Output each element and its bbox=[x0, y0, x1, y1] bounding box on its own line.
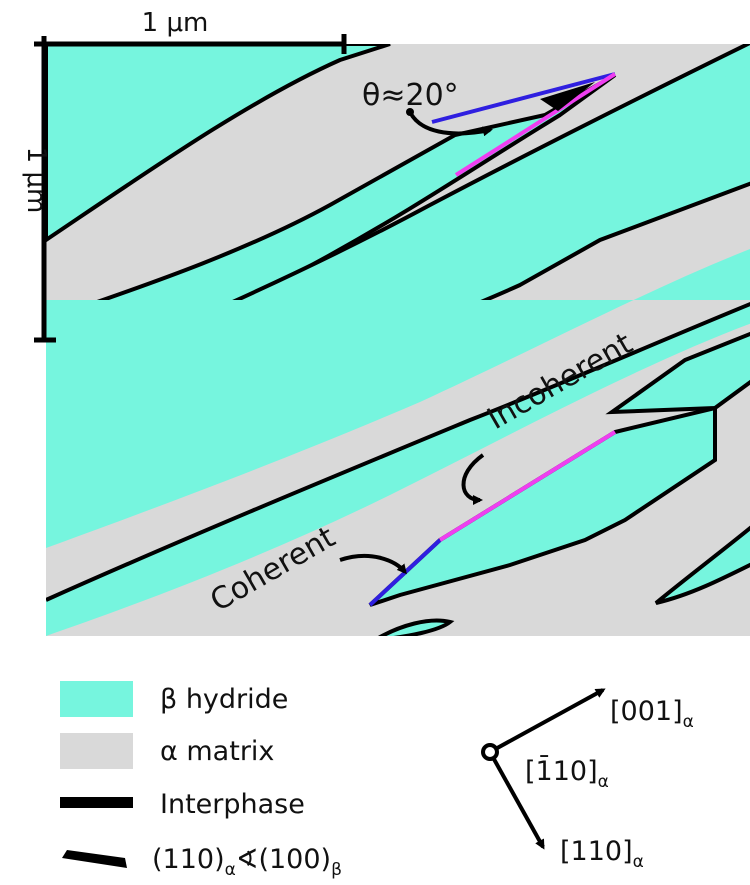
incoherent-arrow bbox=[461, 453, 485, 505]
axis-001-label: [001]α bbox=[610, 696, 694, 732]
micrograph-panel bbox=[46, 44, 750, 636]
axis-center-label: [1̄10]α bbox=[525, 755, 609, 792]
scale-bar-vertical-label: 1 μm bbox=[21, 147, 51, 214]
legend-label-interphase: Interphase bbox=[160, 789, 305, 820]
misorientation-angle-wedge bbox=[540, 82, 595, 111]
legend-label-beta-hydride: β hydride bbox=[160, 684, 288, 715]
legend-swatch-alpha-matrix bbox=[60, 733, 133, 769]
beta-hydride-region bbox=[46, 304, 750, 636]
legend-label-angle: (110)α∢(100)β bbox=[152, 844, 342, 880]
legend-angle-sub-beta: β bbox=[331, 860, 342, 880]
coherent-interface bbox=[431, 72, 616, 124]
crystal-orientation-triad: [001]α [1̄10]α [110]α bbox=[481, 688, 694, 872]
legend-swatch-interphase bbox=[60, 797, 133, 808]
beta-hydride-region bbox=[378, 618, 455, 636]
axis-110-arrow bbox=[488, 751, 545, 850]
scale-bar-horizontal-label: 1 μm bbox=[142, 8, 209, 38]
legend-angle-sub-alpha: α bbox=[225, 860, 236, 880]
angle-arrow bbox=[408, 110, 493, 137]
angle-label: θ≈20° bbox=[362, 78, 459, 113]
incoherent-interface bbox=[438, 430, 617, 542]
scale-bar: 1 μm 1 μm bbox=[21, 8, 347, 343]
beta-hydride-region bbox=[46, 44, 391, 243]
beta-hydride-region bbox=[46, 253, 750, 600]
axis-001-arrow bbox=[489, 688, 606, 754]
legend-angle-plane-alpha: (110) bbox=[152, 844, 225, 875]
axis-origin-marker bbox=[481, 743, 499, 761]
legend-angle-plane-beta: ∢(100) bbox=[236, 844, 331, 875]
beta-hydride-region bbox=[46, 248, 750, 548]
legend-swatch-beta-hydride bbox=[60, 681, 133, 717]
beta-hydride-region bbox=[654, 525, 750, 605]
beta-hydride-region bbox=[605, 331, 750, 415]
axis-110-label: [110]α bbox=[560, 836, 644, 872]
legend-swatch-angle bbox=[62, 850, 127, 868]
legend: β hydride α matrix Interphase (110)α∢(10… bbox=[60, 681, 342, 880]
legend-label-alpha-matrix: α matrix bbox=[160, 736, 274, 767]
incoherent-interface bbox=[454, 72, 617, 177]
interphase-boundary bbox=[46, 301, 750, 602]
coherent-arrow bbox=[339, 554, 407, 575]
